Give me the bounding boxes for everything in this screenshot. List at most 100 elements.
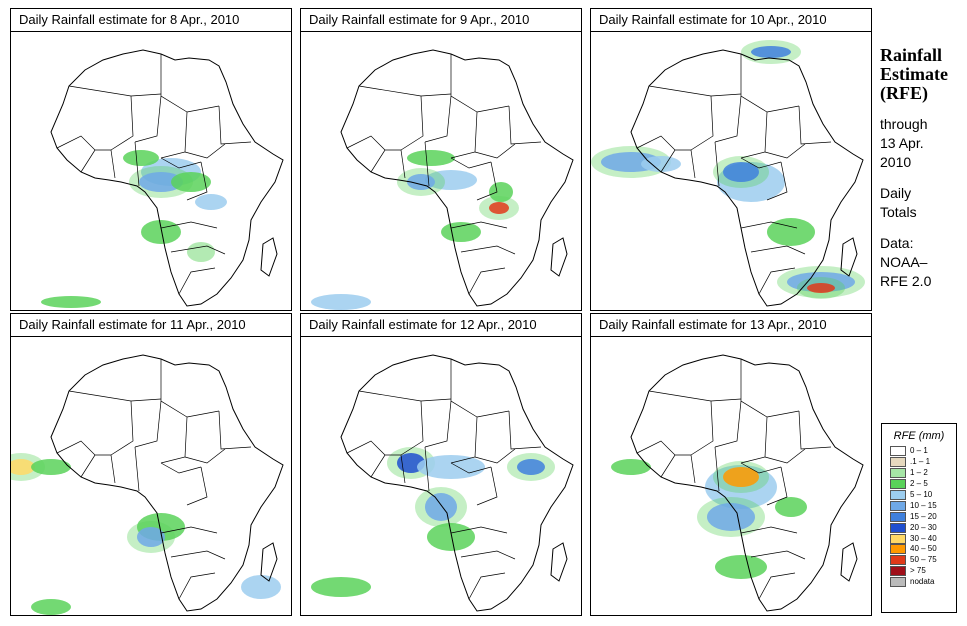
legend-swatch — [890, 555, 906, 566]
country-border — [160, 54, 188, 113]
country-border — [110, 400, 134, 456]
country-border — [400, 400, 424, 456]
coastline — [50, 49, 284, 307]
caption-daily: Daily — [880, 185, 912, 201]
country-border — [400, 454, 406, 484]
country-border — [764, 448, 806, 464]
coastline — [50, 354, 284, 612]
madagascar-outline — [260, 237, 278, 277]
legend-label: 2 – 5 — [910, 479, 928, 489]
rainfall-area — [417, 455, 485, 479]
country-border — [160, 157, 202, 169]
caption-title-line1: Rainfall — [880, 45, 943, 65]
legend-item: 10 – 15 — [890, 500, 956, 511]
country-border — [170, 245, 226, 255]
country-border — [450, 462, 492, 474]
country-border — [68, 390, 162, 402]
legend-swatch — [890, 446, 906, 457]
rainfall-area — [41, 296, 101, 308]
country-border — [648, 390, 742, 402]
rainfall-area — [787, 272, 855, 292]
country-border — [740, 526, 798, 534]
legend-label: 10 – 15 — [910, 500, 937, 510]
rainfall-area — [311, 294, 371, 310]
country-border — [460, 550, 516, 560]
rainfall-area — [11, 459, 35, 475]
legend-swatch — [890, 479, 906, 490]
country-border — [766, 161, 788, 201]
country-border — [134, 400, 162, 448]
rainfall-area — [139, 172, 183, 192]
rainfall-map — [301, 31, 581, 310]
map-panel-apr-9: Daily Rainfall estimate for 9 Apr., 2010 — [300, 8, 582, 311]
legend-swatch — [890, 511, 906, 522]
country-border — [714, 141, 720, 187]
legend-label: 15 – 20 — [910, 511, 937, 521]
country-border — [134, 446, 140, 492]
country-border — [424, 141, 430, 187]
country-border — [160, 462, 202, 474]
country-border — [450, 221, 508, 229]
rainfall-area — [427, 523, 475, 551]
country-border — [758, 572, 796, 600]
country-border — [450, 359, 478, 418]
africa-rainfall-map-svg — [311, 49, 574, 310]
country-border — [474, 448, 516, 464]
rainfall-map — [11, 31, 291, 310]
country-border — [450, 54, 478, 113]
country-border — [476, 105, 510, 113]
country-border — [80, 454, 111, 478]
legend-swatch — [890, 533, 906, 544]
rainfall-area — [767, 218, 815, 246]
coastline — [630, 354, 864, 612]
legend-swatch — [890, 500, 906, 511]
rainfall-map — [301, 336, 581, 615]
africa-rainfall-map-svg — [311, 354, 574, 612]
rainfall-area — [641, 156, 681, 172]
rainfall-area — [311, 577, 371, 597]
rainfall-area — [31, 459, 71, 475]
country-border — [750, 245, 806, 255]
legend-item: 5 – 10 — [890, 490, 956, 501]
country-border — [186, 410, 220, 418]
country-border — [110, 95, 134, 151]
caption-title-line3: (RFE) — [880, 83, 928, 103]
country-border — [160, 416, 188, 464]
rainfall-area — [489, 182, 513, 202]
caption-data-version: RFE 2.0 — [880, 273, 932, 289]
panel-title: Daily Rainfall estimate for 9 Apr., 2010 — [309, 12, 530, 27]
country-border — [798, 410, 832, 450]
country-border — [766, 105, 800, 113]
country-border — [370, 149, 401, 173]
coastline — [340, 49, 574, 307]
country-border — [660, 454, 691, 478]
africa-rainfall-map-svg — [611, 354, 864, 612]
country-border — [56, 135, 96, 151]
country-border — [110, 149, 116, 179]
legend-swatch — [890, 577, 906, 588]
rainfall-map — [591, 31, 871, 310]
country-border — [134, 141, 140, 187]
panel-title: Daily Rainfall estimate for 11 Apr., 201… — [19, 317, 246, 332]
country-border — [690, 149, 696, 179]
rainfall-map — [591, 336, 871, 615]
country-border — [740, 416, 768, 464]
country-border — [740, 111, 768, 159]
legend-label: 40 – 50 — [910, 544, 937, 554]
country-border — [766, 466, 788, 506]
legend-label: 1 – 2 — [910, 468, 928, 478]
legend-label: 0 – 1 — [910, 446, 928, 456]
rainfall-area — [137, 527, 165, 547]
caption-title-line2: Estimate — [880, 64, 948, 84]
panel-title: Daily Rainfall estimate for 8 Apr., 2010 — [19, 12, 240, 27]
country-border — [160, 526, 218, 534]
country-border — [740, 157, 782, 169]
country-border — [400, 149, 406, 179]
rainfall-area — [517, 459, 545, 475]
legend-label: 30 – 40 — [910, 533, 937, 543]
country-border — [740, 221, 798, 229]
rainfall-map — [11, 336, 291, 615]
rainfall-area — [425, 493, 457, 521]
